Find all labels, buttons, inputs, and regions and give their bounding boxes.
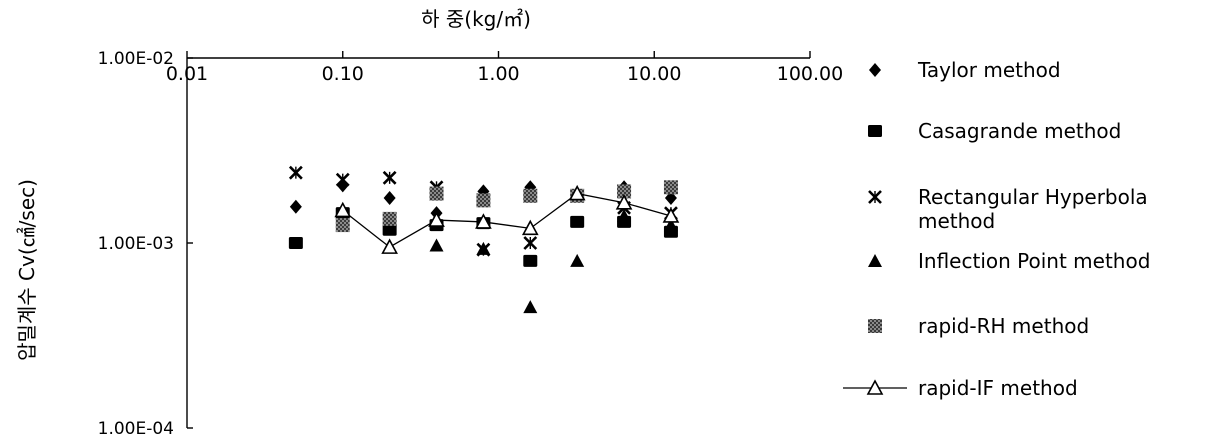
legend-label: Inflection Point method — [918, 249, 1150, 273]
legend-item: Inflection Point method — [868, 249, 1150, 273]
data-point — [334, 201, 352, 218]
data-point — [663, 218, 678, 232]
x-tick-label: 0.10 — [322, 63, 364, 85]
legend-item: Rectangular Hyperbola method — [868, 185, 1148, 233]
data-point — [664, 191, 677, 206]
data-point — [521, 219, 539, 236]
legend-item: Casagrande method — [868, 119, 1121, 143]
data-point — [382, 223, 397, 236]
data-point — [289, 199, 302, 214]
legend-marker — [868, 319, 882, 333]
data-point — [615, 194, 633, 210]
data-point — [288, 237, 303, 249]
data-point — [523, 188, 538, 203]
x-tick-label: 1.00 — [477, 63, 519, 85]
plot-area — [288, 165, 680, 314]
x-tick-label: 10.00 — [627, 63, 681, 85]
legend-label: Casagrande method — [918, 119, 1121, 143]
y-tick-label: 1.00E-04 — [98, 419, 174, 439]
legend-label: rapid-RH method — [918, 314, 1089, 338]
data-point — [428, 211, 445, 227]
data-point — [570, 253, 585, 267]
y-axis-ticks: 1.00E-02 1.00E-03 1.00E-04 — [98, 49, 193, 439]
legend-item: rapid-IF method — [843, 376, 1078, 400]
series-line — [342, 192, 672, 248]
data-point — [476, 241, 491, 255]
data-point — [335, 172, 350, 187]
legend-label: Taylor method — [917, 58, 1061, 82]
x-axis-ticks: 0.01 0.10 1.00 10.00 100.00 — [166, 51, 843, 85]
data-point — [523, 254, 538, 267]
legend-label: Rectangular Hyperbola method — [918, 185, 1148, 233]
series-rapid-if-method — [334, 184, 680, 254]
legend-marker — [869, 63, 881, 77]
data-point — [381, 238, 398, 254]
x-tick-label: 0.01 — [166, 63, 208, 85]
legend-item: rapid-RH method — [868, 314, 1089, 338]
legend-marker — [868, 254, 882, 267]
data-point — [429, 238, 444, 252]
legend-label-line: method — [918, 209, 995, 233]
data-point — [570, 215, 585, 228]
data-point — [382, 170, 397, 185]
data-point — [475, 213, 492, 229]
data-point — [523, 300, 538, 314]
data-point — [382, 211, 397, 226]
data-point — [476, 193, 491, 208]
legend-marker — [866, 379, 884, 395]
legend-item: Taylor method — [869, 58, 1061, 82]
y-tick-label: 1.00E-02 — [98, 49, 174, 69]
data-point — [662, 207, 680, 223]
data-point — [663, 180, 678, 195]
legend-label: rapid-IF method — [918, 376, 1078, 400]
x-axis-title: 하 중(kg/㎡) — [421, 7, 531, 31]
data-point — [568, 184, 586, 201]
data-point — [383, 191, 396, 206]
data-point — [288, 165, 303, 180]
data-point — [617, 208, 632, 222]
data-point — [429, 186, 444, 201]
data-point — [617, 184, 632, 199]
y-tick-label: 1.00E-03 — [98, 234, 174, 254]
axes — [186, 57, 810, 428]
legend-marker — [868, 190, 882, 204]
data-point — [335, 218, 350, 233]
legend: Taylor method Casagrande method Rectangula… — [843, 58, 1150, 400]
y-axis-title: 압밀계수 Cv(㎠/sec) — [15, 179, 39, 361]
data-point — [523, 236, 538, 250]
x-tick-label: 100.00 — [777, 63, 843, 85]
legend-label-line: Rectangular Hyperbola — [918, 185, 1148, 209]
legend-marker — [868, 125, 882, 137]
